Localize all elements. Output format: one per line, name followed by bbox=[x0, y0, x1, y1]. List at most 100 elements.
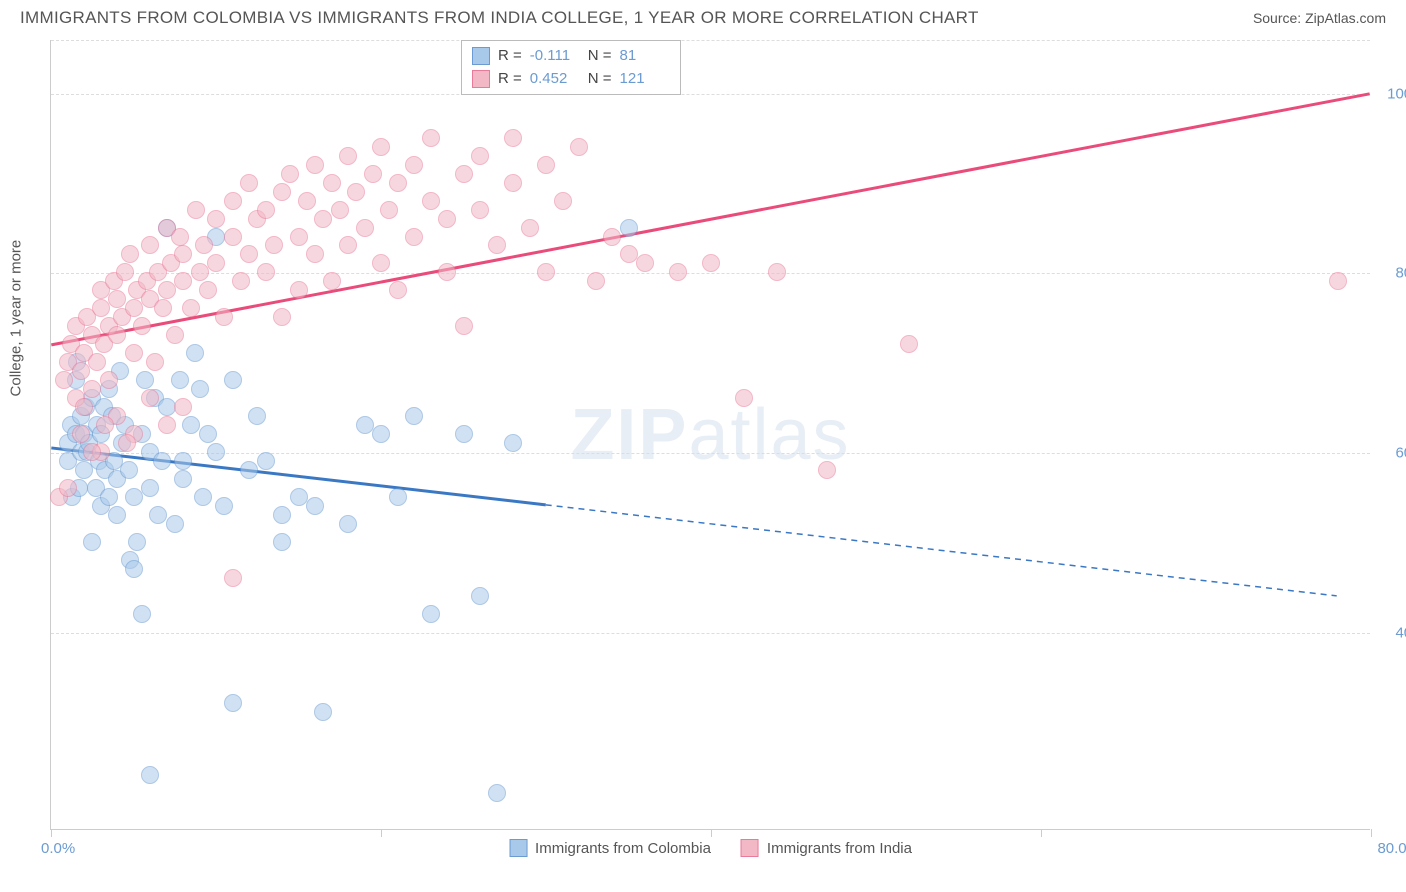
data-point bbox=[133, 605, 151, 623]
data-point bbox=[636, 254, 654, 272]
data-point bbox=[290, 228, 308, 246]
data-point bbox=[128, 533, 146, 551]
data-point bbox=[455, 425, 473, 443]
data-point bbox=[158, 416, 176, 434]
data-point bbox=[380, 201, 398, 219]
data-point bbox=[240, 174, 258, 192]
data-point bbox=[900, 335, 918, 353]
n-value-colombia: 81 bbox=[620, 45, 670, 68]
data-point bbox=[273, 533, 291, 551]
r-value-india: 0.452 bbox=[530, 68, 580, 91]
data-point bbox=[224, 569, 242, 587]
data-point bbox=[273, 183, 291, 201]
data-point bbox=[537, 156, 555, 174]
data-point bbox=[339, 147, 357, 165]
legend-label-colombia: Immigrants from Colombia bbox=[535, 840, 711, 857]
data-point bbox=[364, 165, 382, 183]
chart-source: Source: ZipAtlas.com bbox=[1253, 10, 1386, 26]
chart-legend: Immigrants from Colombia Immigrants from… bbox=[509, 839, 912, 857]
data-point bbox=[438, 263, 456, 281]
data-point bbox=[125, 488, 143, 506]
data-point bbox=[100, 488, 118, 506]
data-point bbox=[603, 228, 621, 246]
stats-row-colombia: R = -0.111 N = 81 bbox=[472, 45, 670, 68]
data-point bbox=[108, 326, 126, 344]
data-point bbox=[339, 236, 357, 254]
data-point bbox=[471, 147, 489, 165]
data-point bbox=[298, 192, 316, 210]
y-tick-label: 40.0% bbox=[1395, 624, 1406, 641]
data-point bbox=[389, 281, 407, 299]
legend-item-colombia: Immigrants from Colombia bbox=[509, 839, 711, 857]
data-point bbox=[100, 371, 118, 389]
data-point bbox=[186, 344, 204, 362]
data-point bbox=[471, 587, 489, 605]
n-label: N = bbox=[588, 68, 612, 91]
data-point bbox=[405, 407, 423, 425]
data-point bbox=[166, 515, 184, 533]
data-point bbox=[174, 245, 192, 263]
data-point bbox=[405, 228, 423, 246]
legend-swatch-india bbox=[741, 839, 759, 857]
data-point bbox=[149, 506, 167, 524]
data-point bbox=[125, 299, 143, 317]
chart-header: IMMIGRANTS FROM COLOMBIA VS IMMIGRANTS F… bbox=[0, 0, 1406, 32]
swatch-india bbox=[472, 70, 490, 88]
data-point bbox=[108, 506, 126, 524]
data-point bbox=[72, 425, 90, 443]
data-point bbox=[620, 245, 638, 263]
data-point bbox=[372, 254, 390, 272]
data-point bbox=[306, 156, 324, 174]
data-point bbox=[133, 317, 151, 335]
data-point bbox=[521, 219, 539, 237]
data-point bbox=[422, 129, 440, 147]
data-point bbox=[347, 183, 365, 201]
data-point bbox=[154, 299, 172, 317]
data-point bbox=[372, 138, 390, 156]
data-point bbox=[182, 299, 200, 317]
data-point bbox=[248, 407, 266, 425]
data-point bbox=[224, 192, 242, 210]
data-point bbox=[191, 380, 209, 398]
data-point bbox=[174, 452, 192, 470]
data-point bbox=[88, 353, 106, 371]
data-point bbox=[504, 434, 522, 452]
data-point bbox=[108, 290, 126, 308]
data-point bbox=[422, 605, 440, 623]
data-point bbox=[405, 156, 423, 174]
data-point bbox=[339, 515, 357, 533]
data-point bbox=[356, 219, 374, 237]
data-point bbox=[306, 497, 324, 515]
data-point bbox=[166, 326, 184, 344]
data-point bbox=[194, 488, 212, 506]
data-point bbox=[620, 219, 638, 237]
data-point bbox=[136, 371, 154, 389]
x-axis-min-label: 0.0% bbox=[41, 840, 75, 857]
data-point bbox=[1329, 272, 1347, 290]
data-point bbox=[455, 317, 473, 335]
data-point bbox=[504, 174, 522, 192]
data-point bbox=[146, 353, 164, 371]
data-point bbox=[187, 201, 205, 219]
r-value-colombia: -0.111 bbox=[530, 45, 580, 68]
data-point bbox=[171, 371, 189, 389]
data-point bbox=[314, 703, 332, 721]
data-point bbox=[83, 443, 101, 461]
data-point bbox=[356, 416, 374, 434]
data-point bbox=[265, 236, 283, 254]
data-point bbox=[570, 138, 588, 156]
y-tick-label: 80.0% bbox=[1395, 265, 1406, 282]
data-point bbox=[207, 443, 225, 461]
data-point bbox=[174, 398, 192, 416]
data-point bbox=[455, 165, 473, 183]
data-point bbox=[224, 694, 242, 712]
stats-row-india: R = 0.452 N = 121 bbox=[472, 68, 670, 91]
data-point bbox=[120, 461, 138, 479]
data-point bbox=[55, 371, 73, 389]
data-point bbox=[488, 236, 506, 254]
data-point bbox=[215, 308, 233, 326]
data-point bbox=[257, 452, 275, 470]
data-point bbox=[389, 174, 407, 192]
data-point bbox=[174, 272, 192, 290]
data-point bbox=[438, 210, 456, 228]
